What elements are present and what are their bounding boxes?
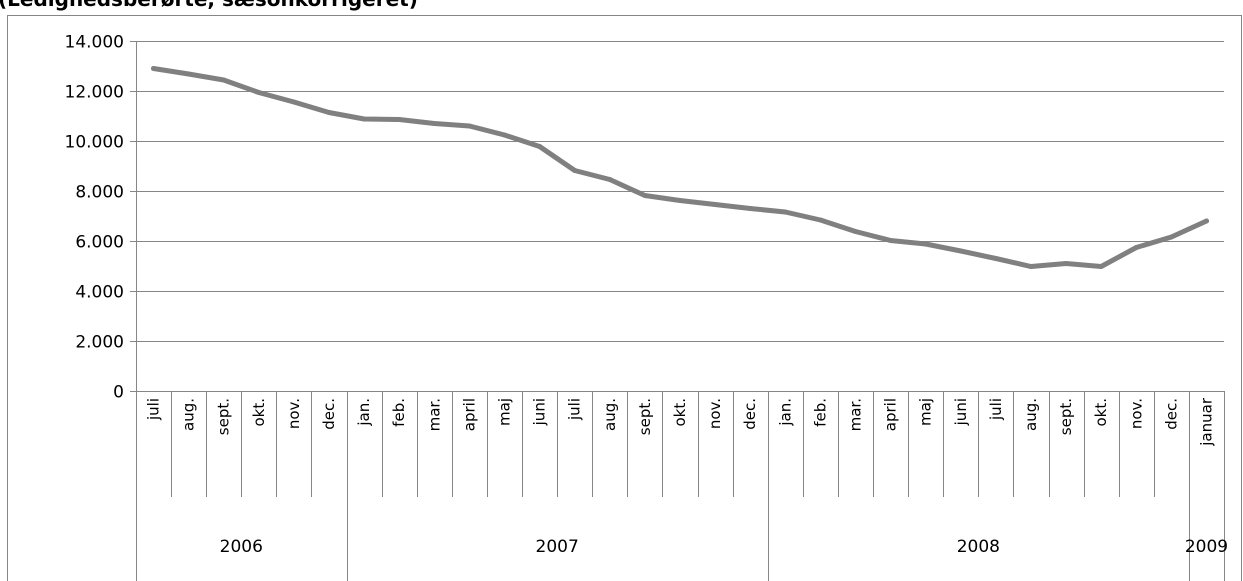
data-point	[256, 90, 262, 95]
x-tick-label: maj	[496, 398, 514, 426]
x-tick-label: dec.	[1162, 398, 1180, 430]
data-point	[642, 193, 648, 198]
y-axis-tick-labels: 0 2.000 4.000 6.000 8.000 10.000 12.000 14.000	[65, 33, 124, 403]
series-layer	[151, 66, 1209, 269]
data-point	[186, 71, 192, 77]
x-tick-label: nov.	[285, 398, 303, 429]
x-tick-label: okt.	[671, 398, 689, 427]
year-label: 2008	[957, 537, 1000, 557]
axes	[130, 41, 1225, 581]
data-point	[572, 168, 578, 173]
data-point	[396, 117, 402, 122]
x-tick-label: juni	[531, 398, 549, 426]
year-label: 2007	[536, 537, 579, 557]
y-tick-label: 14.000	[65, 33, 124, 53]
x-tick-label: maj	[917, 398, 935, 426]
y-tick-label: 0	[113, 383, 124, 403]
data-point	[712, 202, 718, 207]
data-point	[361, 116, 367, 122]
data-point	[1204, 218, 1209, 224]
y-tick-label: 8.000	[75, 183, 124, 203]
data-point	[888, 238, 894, 243]
data-point	[221, 77, 227, 83]
x-tick-label: april	[882, 398, 900, 431]
x-tick-label: sept.	[1057, 398, 1075, 435]
year-group-labels: 2006 2007 2008 2009	[220, 537, 1228, 557]
data-point	[326, 110, 332, 115]
data-point	[677, 198, 683, 203]
x-tick-label: juli	[145, 398, 163, 421]
x-tick-label: dec.	[741, 398, 759, 430]
chart-title: (Ledighedsberørte, sæsonkorrigeret)	[0, 0, 418, 11]
x-tick-label: jan.	[776, 398, 794, 427]
data-point	[782, 209, 788, 215]
x-tick-label: juli	[566, 398, 584, 421]
y-tick-label: 10.000	[65, 133, 124, 153]
data-point	[1133, 245, 1139, 250]
data-point	[502, 132, 507, 138]
x-axis-tick-labels: juli aug. sept. okt. nov. dec. jan. feb. mar. apr…	[145, 397, 1216, 447]
data-point	[1098, 264, 1104, 269]
data-point	[431, 121, 437, 126]
data-point	[923, 241, 929, 247]
x-tick-label: okt.	[1092, 398, 1110, 427]
y-tick-label: 4.000	[75, 283, 124, 303]
x-tick-label: mar.	[425, 398, 443, 431]
series-line	[151, 66, 1209, 269]
data-point	[747, 206, 753, 211]
data-point	[607, 177, 613, 182]
data-point	[817, 217, 823, 223]
x-tick-label: okt.	[250, 398, 268, 427]
chart-frame	[7, 15, 1242, 581]
x-tick-label: juni	[952, 398, 970, 426]
data-point	[151, 66, 156, 71]
x-tick-label: sept.	[636, 398, 654, 435]
data-point	[1168, 234, 1174, 240]
data-point	[466, 123, 472, 129]
x-tick-label: juli	[987, 398, 1005, 421]
data-point	[958, 248, 964, 254]
data-point	[537, 144, 543, 149]
x-tick-label: feb.	[390, 398, 408, 427]
year-label: 2009	[1185, 537, 1228, 557]
y-tick-label: 2.000	[75, 333, 124, 353]
data-point	[1063, 261, 1069, 266]
data-point	[993, 256, 999, 261]
year-label: 2006	[220, 537, 263, 557]
x-tick-label: dec.	[320, 398, 338, 430]
x-tick-label: nov.	[1127, 398, 1145, 429]
x-tick-label: aug.	[180, 398, 198, 431]
x-tick-label: jan.	[355, 398, 373, 427]
x-tick-label: sept.	[215, 398, 233, 435]
x-tick-label: aug.	[1022, 398, 1040, 431]
data-point	[853, 229, 858, 234]
x-tick-label: aug.	[601, 398, 619, 431]
x-tick-label: april	[460, 398, 478, 431]
x-tick-label: nov.	[706, 398, 724, 429]
data-point	[291, 99, 297, 105]
data-point	[1028, 264, 1034, 269]
y-tick-label: 6.000	[75, 233, 124, 253]
x-tick-label: januar	[1197, 397, 1215, 447]
y-tick-label: 12.000	[65, 83, 124, 103]
x-tick-label: mar.	[846, 398, 864, 431]
gridlines	[136, 41, 1224, 342]
x-tick-label: feb.	[811, 398, 829, 427]
